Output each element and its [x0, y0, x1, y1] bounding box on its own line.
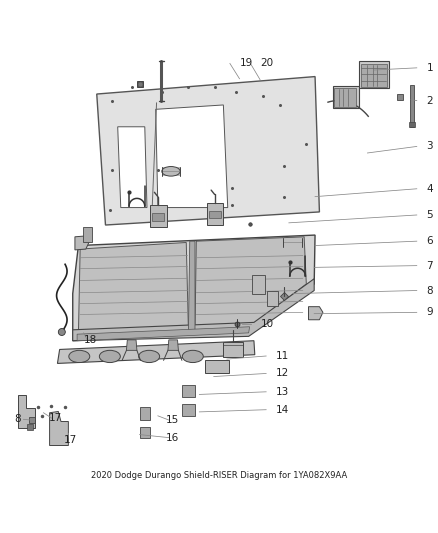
Bar: [223, 342, 243, 357]
Bar: [283, 238, 301, 247]
Text: 10: 10: [261, 319, 274, 329]
Polygon shape: [118, 127, 147, 207]
Text: 8: 8: [14, 414, 21, 424]
Bar: [252, 275, 265, 294]
Ellipse shape: [182, 350, 203, 362]
Polygon shape: [188, 241, 195, 333]
Text: 17: 17: [64, 435, 77, 445]
Polygon shape: [168, 340, 178, 350]
Text: 17: 17: [49, 414, 62, 423]
Text: 14: 14: [276, 405, 289, 415]
Bar: [207, 203, 223, 225]
Text: 9: 9: [426, 308, 433, 317]
Ellipse shape: [69, 350, 90, 362]
Bar: [334, 88, 356, 107]
Text: 12: 12: [276, 368, 289, 378]
Text: 4: 4: [426, 184, 433, 194]
Polygon shape: [75, 236, 89, 250]
Text: 7: 7: [426, 261, 433, 271]
Text: 16: 16: [166, 433, 179, 442]
Polygon shape: [97, 77, 319, 225]
Bar: [140, 427, 150, 438]
Bar: [267, 290, 278, 306]
Circle shape: [58, 328, 65, 335]
Ellipse shape: [139, 350, 159, 362]
Bar: [152, 213, 164, 221]
Text: 2: 2: [426, 95, 433, 106]
Polygon shape: [73, 279, 314, 341]
Text: 13: 13: [276, 387, 289, 397]
Text: 20: 20: [260, 59, 273, 68]
Text: 15: 15: [166, 415, 179, 425]
Bar: [162, 166, 180, 176]
Bar: [205, 360, 229, 374]
Text: 2020 Dodge Durango Shield-RISER Diagram for 1YA082X9AA: 2020 Dodge Durango Shield-RISER Diagram …: [91, 471, 347, 480]
Polygon shape: [308, 306, 323, 320]
Bar: [182, 385, 195, 398]
Polygon shape: [127, 340, 137, 350]
Polygon shape: [195, 237, 306, 331]
Text: 11: 11: [276, 351, 289, 361]
Polygon shape: [49, 411, 68, 446]
Bar: [361, 64, 387, 87]
Ellipse shape: [283, 238, 301, 247]
Bar: [332, 86, 359, 108]
Polygon shape: [18, 395, 35, 428]
Text: 6: 6: [426, 236, 433, 246]
Polygon shape: [155, 105, 228, 207]
Polygon shape: [77, 327, 250, 341]
Bar: [409, 122, 415, 127]
Text: 18: 18: [84, 335, 97, 345]
Polygon shape: [73, 235, 315, 341]
Text: 19: 19: [240, 59, 253, 68]
Bar: [410, 85, 414, 127]
Polygon shape: [78, 243, 188, 334]
Bar: [140, 407, 150, 420]
Bar: [83, 227, 92, 243]
Text: 3: 3: [426, 141, 433, 151]
Ellipse shape: [99, 350, 120, 362]
Bar: [209, 211, 221, 219]
Bar: [150, 205, 166, 227]
Polygon shape: [57, 341, 255, 364]
Text: 1: 1: [426, 63, 433, 73]
Text: 8: 8: [426, 286, 433, 295]
Ellipse shape: [162, 166, 180, 176]
Bar: [182, 403, 195, 416]
Bar: [359, 61, 389, 88]
Text: 5: 5: [426, 210, 433, 220]
